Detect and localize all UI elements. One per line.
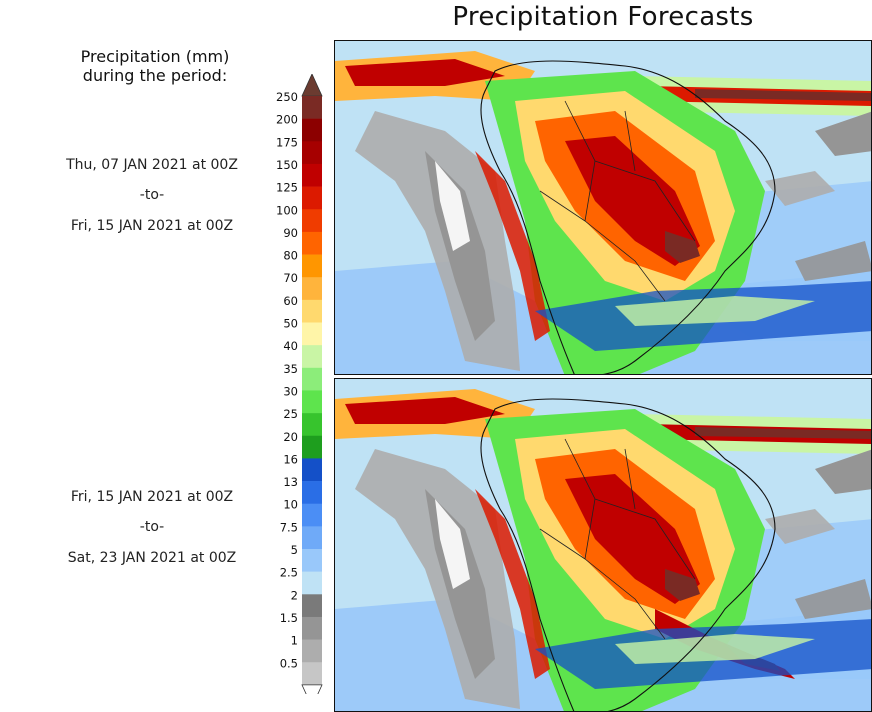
colorbar-swatch-50: [302, 322, 322, 346]
colorbar-tick-label: 2.5: [280, 566, 298, 580]
atlantic-dry-patch-1: [815, 111, 871, 156]
colorbar-swatch-70: [302, 277, 322, 301]
colorbar-swatch-5: [302, 549, 322, 572]
atlantic-dry-patch-3: [795, 579, 871, 619]
country-borders: [539, 438, 696, 640]
colorbar-tick-label: 1: [291, 634, 298, 648]
colorbar-swatch-25: [302, 413, 322, 437]
colorbar-swatch-40: [302, 345, 322, 369]
southern-storm-core: [615, 634, 815, 664]
colorbar-tick-label: 5: [291, 543, 298, 557]
colorbar-swatch-13: [302, 481, 322, 504]
colorbar-swatch-60: [302, 299, 322, 323]
colorbar-swatch-150: [302, 163, 322, 187]
colorbar-swatch-7.5: [302, 526, 322, 550]
colorbar-tick-label: 13: [283, 475, 298, 489]
continent-outline: [480, 398, 776, 711]
colorbar-tick-label: 35: [283, 362, 298, 376]
period-2-separator: -to-: [139, 519, 165, 535]
legend-title-line1: Precipitation (mm): [80, 47, 230, 66]
atlantic-dry-patch-2: [765, 171, 835, 206]
itcz-band-east-max: [695, 427, 871, 439]
continent-max: [665, 231, 700, 263]
colorbar-tick-label: 25: [283, 407, 298, 421]
colorbar-tick-label: 50: [283, 317, 298, 331]
colorbar-tick-label: 250: [276, 90, 298, 104]
forecast-map-1-graphic: [335, 41, 871, 374]
colorbar-tick-label: 200: [276, 113, 298, 127]
colorbar-swatch-2.5: [302, 571, 322, 595]
colorbar-tick-label: 40: [283, 339, 298, 353]
colorbar-tick-label: 2: [291, 588, 298, 602]
precipitation-colorbar: 2502001751501251009080706050403530252016…: [276, 74, 323, 694]
legend-title: Precipitation (mm) during the period:: [40, 47, 270, 85]
colorbar-tick-label: 16: [283, 452, 298, 466]
country-borders: [539, 100, 696, 302]
colorbar-top-arrow: [301, 74, 323, 97]
colorbar-swatch-250: [302, 96, 322, 119]
continent-outline: [480, 60, 776, 374]
colorbar-tick-label: 10: [283, 498, 298, 512]
itcz-band-west-core: [345, 59, 505, 86]
colorbar-swatch-30: [302, 390, 322, 414]
andes-rain-strip: [475, 151, 550, 341]
colorbar-bottom-arrow: [301, 684, 323, 694]
period-2-end: Sat, 23 JAN 2021 at 00Z: [67, 550, 237, 566]
colorbar-tick-label: 100: [276, 203, 298, 217]
itcz-band-west-core: [345, 397, 505, 424]
page-title: Precipitation Forecasts: [452, 2, 754, 32]
colorbar-swatch-125: [302, 186, 322, 210]
pacific-white-patch: [435, 499, 470, 589]
colorbar-swatch-16: [302, 458, 322, 482]
legend-title-line2: during the period:: [82, 66, 228, 85]
colorbar-tick-label: 20: [283, 430, 298, 444]
colorbar-swatch-80: [302, 254, 322, 278]
colorbar-swatch-1: [302, 639, 322, 663]
period-1-separator: -to-: [139, 187, 165, 203]
colorbar-swatch-2: [302, 594, 322, 618]
colorbar-tick-label: 150: [276, 158, 298, 172]
forecast-map-2-graphic: [335, 379, 871, 711]
andes-rain-strip: [475, 489, 550, 679]
southern-storm-core: [615, 296, 815, 326]
colorbar-swatch-0.5: [302, 662, 322, 686]
colorbar-swatch-35: [302, 367, 322, 391]
pacific-white-patch: [435, 161, 470, 251]
colorbar-tick-label: 30: [283, 384, 298, 398]
period-2-start: Fri, 15 JAN 2021 at 00Z: [70, 489, 234, 505]
colorbar-tick-label: 80: [283, 249, 298, 263]
colorbar-swatch-100: [302, 209, 322, 233]
colorbar-tick-label: 175: [276, 135, 298, 149]
atlantic-dry-patch-2: [765, 509, 835, 544]
forecast-map-2: [334, 378, 872, 712]
colorbar-tick-label: 90: [283, 226, 298, 240]
colorbar-tick-label: 125: [276, 181, 298, 195]
forecast-map-1: [334, 40, 872, 375]
colorbar-swatch-10: [302, 503, 322, 527]
continent-max: [665, 569, 700, 601]
colorbar-tick-label: 1.5: [280, 611, 298, 625]
colorbar-swatch-20: [302, 435, 322, 459]
itcz-band-east-max: [695, 89, 871, 101]
colorbar-tick-label: 7.5: [280, 520, 298, 534]
colorbar-swatch-200: [302, 118, 322, 142]
colorbar-tick-label: 0.5: [280, 656, 298, 670]
colorbar-swatch-90: [302, 231, 322, 255]
period-1-start: Thu, 07 JAN 2021 at 00Z: [66, 157, 238, 173]
atlantic-dry-patch-3: [795, 241, 871, 281]
period-1-end: Fri, 15 JAN 2021 at 00Z: [70, 218, 234, 234]
atlantic-dry-patch-1: [815, 449, 871, 494]
colorbar-tick-label: 70: [283, 271, 298, 285]
colorbar-tick-label: 60: [283, 294, 298, 308]
colorbar-swatch-175: [302, 141, 322, 165]
colorbar-swatch-1.5: [302, 616, 322, 640]
